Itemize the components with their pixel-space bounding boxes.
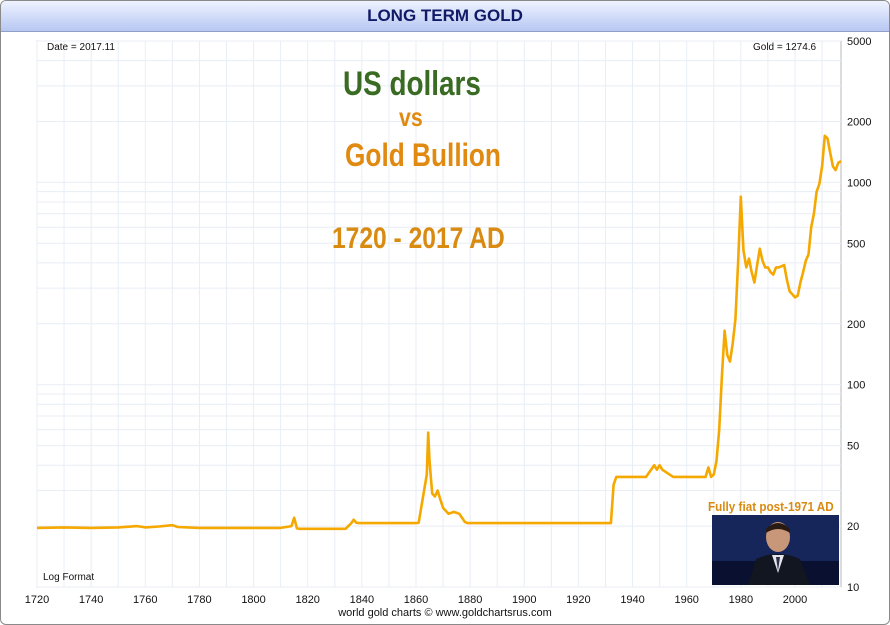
log-format-label: Log Format bbox=[43, 572, 95, 583]
chart-title: LONG TERM GOLD bbox=[1, 1, 889, 32]
x-tick-label: 1740 bbox=[79, 594, 103, 606]
x-tick-label: 1980 bbox=[729, 594, 753, 606]
y-tick-label: 1000 bbox=[847, 177, 871, 189]
grid-lines bbox=[36, 40, 841, 588]
series-layer bbox=[36, 134, 842, 531]
x-tick-label: 1920 bbox=[566, 594, 590, 606]
y-tick-label: 500 bbox=[847, 238, 865, 250]
y-tick-label: 200 bbox=[847, 319, 865, 331]
gold-price-readout: Gold = 1274.6 bbox=[753, 42, 817, 53]
x-tick-label: 1900 bbox=[512, 594, 536, 606]
date-readout: Date = 2017.11 bbox=[47, 42, 115, 53]
x-tick-label: 1820 bbox=[295, 594, 319, 606]
video-still-figure bbox=[712, 515, 839, 585]
x-tick-label: 1720 bbox=[25, 594, 49, 606]
x-tick-labels: 1720 1740 1760 1780 1800 1820 1840 1860 1880 1900… bbox=[25, 594, 807, 606]
x-tick-label: 1940 bbox=[620, 594, 644, 606]
annotation-gold-bullion: Gold Bullion bbox=[345, 137, 501, 173]
annotation-vs: vs bbox=[399, 102, 423, 132]
chart-footer-credit: world gold charts © www.goldchartsrus.co… bbox=[338, 607, 552, 619]
y-tick-label: 100 bbox=[847, 380, 865, 392]
x-tick-label: 1960 bbox=[674, 594, 698, 606]
x-tick-label: 1780 bbox=[187, 594, 211, 606]
x-tick-label: 1880 bbox=[458, 594, 482, 606]
y-tick-label: 20 bbox=[847, 521, 859, 533]
video-still-image bbox=[712, 515, 839, 585]
annotation-us-dollars: US dollars bbox=[343, 65, 481, 103]
fiat-annotation-label: Fully fiat post-1971 AD bbox=[708, 499, 834, 514]
x-tick-label: 1840 bbox=[350, 594, 374, 606]
x-tick-label: 1800 bbox=[241, 594, 265, 606]
x-tick-label: 2000 bbox=[783, 594, 807, 606]
y-tick-label: 10 bbox=[847, 582, 859, 594]
annotation-year-range: 1720 - 2017 AD bbox=[332, 222, 505, 255]
series-line-gold-price bbox=[36, 134, 842, 531]
y-tick-label: 2000 bbox=[847, 117, 871, 129]
y-tick-label: 50 bbox=[847, 441, 859, 453]
x-tick-label: 1760 bbox=[133, 594, 157, 606]
y-tick-labels: 10 20 50 100 200 500 1000 2000 5000 bbox=[847, 36, 871, 594]
y-tick-label: 5000 bbox=[847, 36, 871, 48]
x-tick-label: 1860 bbox=[404, 594, 428, 606]
